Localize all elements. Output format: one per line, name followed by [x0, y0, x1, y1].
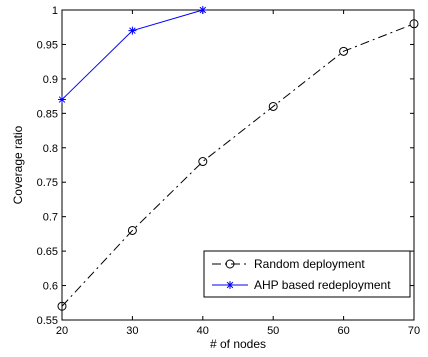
legend-box: [203, 250, 411, 298]
y-tick-label: 0.8: [43, 143, 58, 155]
data-point-star: [128, 26, 137, 35]
data-point-circle: [409, 19, 419, 29]
legend-label: AHP based redeployment: [254, 278, 391, 292]
series-line: [61, 23, 415, 307]
legend-entry: Random deployment: [212, 257, 365, 271]
x-tick-label: 70: [408, 325, 420, 337]
data-point-circle: [198, 157, 208, 167]
y-tick-label: 0.55: [37, 315, 58, 327]
x-tick-label: 40: [197, 325, 209, 337]
data-point-star: [58, 95, 66, 104]
y-tick-label: 0.85: [37, 108, 58, 120]
data-point-circle: [127, 225, 137, 235]
y-tick-label: 0.9: [43, 74, 58, 86]
y-tick-label: 0.75: [37, 177, 58, 189]
x-ticks: 20 30 40 50 60 70: [56, 10, 420, 337]
data-point-circle: [225, 259, 235, 269]
y-tick-label: 0.95: [37, 39, 58, 51]
legend-label: Random deployment: [254, 257, 365, 271]
data-point-circle: [339, 46, 349, 56]
series-ahp-based-redeployment: [58, 6, 207, 104]
series-layer: [57, 6, 419, 311]
x-tick-label: 30: [126, 325, 138, 337]
data-point-star: [226, 281, 234, 289]
legend-entry: AHP based redeployment: [212, 278, 391, 292]
series-random-deployment: [57, 19, 419, 311]
data-point-star: [198, 6, 207, 14]
x-axis-label: # of nodes: [210, 337, 266, 351]
y-tick-label: 0.65: [37, 246, 58, 258]
data-point-circle: [268, 101, 278, 111]
x-tick-label: 50: [267, 325, 279, 337]
data-point-circle: [57, 301, 67, 311]
x-tick-label: 60: [337, 325, 349, 337]
legend: Random deployment AHP based redeployment: [203, 250, 411, 298]
y-tick-label: 1: [52, 5, 58, 17]
y-axis-label: Coverage ratio: [11, 125, 25, 204]
y-ticks: 0.55 0.6 0.65 0.7 0.75 0.8 0.85 0.9 0.95 1: [37, 5, 414, 327]
y-tick-label: 0.7: [43, 212, 58, 224]
y-tick-label: 0.6: [43, 281, 58, 293]
x-tick-label: 20: [56, 325, 68, 337]
